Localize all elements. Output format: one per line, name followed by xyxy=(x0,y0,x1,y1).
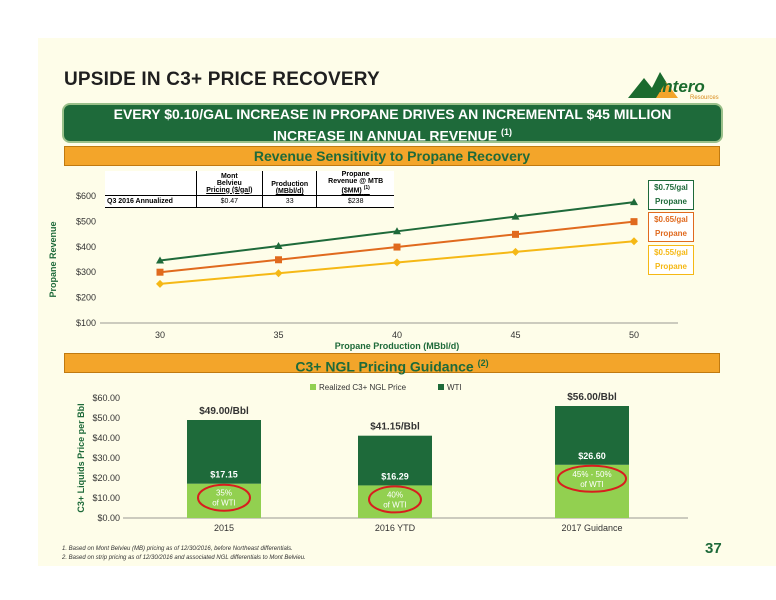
series-point xyxy=(393,243,401,251)
series-point xyxy=(393,258,401,267)
series-point xyxy=(156,268,164,276)
x-tick-label: 35 xyxy=(273,330,283,340)
bar-ngl-value-label: $17.15 xyxy=(210,470,238,480)
pct-label-line1: 40% xyxy=(387,490,403,499)
pct-label-line2: of WTI xyxy=(580,480,604,489)
table-row: Q3 2016 Annualized $0.47 33 $238 xyxy=(105,195,394,208)
bar-wti-1 xyxy=(358,435,432,486)
pct-highlight-ellipse xyxy=(368,485,422,514)
series-point xyxy=(512,230,519,238)
series-point xyxy=(511,247,520,256)
page-number: 37 xyxy=(705,540,722,557)
y-axis-title: C3+ Liquids Price per Bbl xyxy=(76,403,86,512)
series-point xyxy=(275,256,282,264)
logo-sub: Resources xyxy=(690,95,719,101)
series-point xyxy=(511,212,520,220)
q3-2016-table: Mont Belvieu Pricing ($/gal) Production (MB… xyxy=(105,171,394,208)
y-tick-label: $500 xyxy=(76,216,96,226)
table-header-col3: Propane Revenue @ MTB ($MM) (1) xyxy=(328,171,384,195)
footnote-1: 1. Based on Mont Belvieu (MB) pricing as… xyxy=(62,546,293,552)
x-tick-label: 2015 xyxy=(214,523,234,533)
table-cell-revenue: $238 xyxy=(347,198,364,205)
table-header-row: Mont Belvieu Pricing ($/gal) Production (MB… xyxy=(105,171,394,196)
footnote-2: 2. Based on strip pricing as of 12/30/20… xyxy=(62,555,306,561)
pct-label-line1: 35% xyxy=(216,489,232,498)
series-point xyxy=(630,198,638,206)
series-point xyxy=(274,269,283,278)
banner-line2: INCREASE IN ANNUAL REVENUE (1) xyxy=(64,123,721,145)
y-tick-label: $10.00 xyxy=(92,493,120,503)
pct-highlight-ellipse xyxy=(197,483,251,512)
legend-label-ngl: Realized C3+ NGL Price xyxy=(319,383,407,392)
series-point xyxy=(274,242,283,250)
revenue-sensitivity-title: Revenue Sensitivity to Propane Recovery xyxy=(253,148,531,164)
banner-line1: EVERY $0.10/GAL INCREASE IN PROPANE DRIV… xyxy=(113,106,672,122)
x-tick-label: 2017 Guidance xyxy=(561,523,622,533)
series-point xyxy=(630,218,638,226)
bar-ngl-value-label: $26.60 xyxy=(578,451,606,461)
y-tick-label: $60.00 xyxy=(92,393,120,403)
y-tick-label: $30.00 xyxy=(92,453,120,463)
slide-title: UPSIDE IN C3+ PRICE RECOVERY xyxy=(64,69,380,90)
y-tick-label: $0.00 xyxy=(97,513,120,523)
headline-banner: EVERY $0.10/GAL INCREASE IN PROPANE DRIV… xyxy=(62,103,723,145)
y-tick-label: $50.00 xyxy=(92,413,120,423)
series-point xyxy=(156,256,164,264)
bar-wti-2 xyxy=(555,406,629,465)
table-cell-pricing: $0.47 xyxy=(196,195,264,208)
y-tick-label: $100 xyxy=(76,318,96,328)
x-tick-label: 50 xyxy=(629,330,639,340)
table-header-col1: Mont Belvieu Pricing ($/gal) xyxy=(196,171,264,196)
legend-swatch-ngl xyxy=(310,384,316,390)
bar-wti-0 xyxy=(187,420,261,484)
legend-label-wti: WTI xyxy=(447,383,462,392)
revenue-sensitivity-chart: $100 $200 $300 $400 $500 $600 30 35 40 45 50 Propan… xyxy=(48,191,678,351)
y-axis-title: Propane Revenue xyxy=(48,221,58,297)
y-tick-label: $600 xyxy=(76,191,96,201)
table-row-label: Q3 2016 Annualized xyxy=(105,195,197,208)
bar-total-label: $49.00/Bbl xyxy=(199,406,249,417)
table-header-col2: Production (MBbl/d) xyxy=(262,171,318,196)
ngl-pricing-sup: (2) xyxy=(477,358,489,368)
legend-075-propane: $0.75/gal Propane xyxy=(648,180,694,210)
x-tick-label: 30 xyxy=(155,330,165,340)
x-axis-title: Propane Production (MBbl/d) xyxy=(335,341,460,351)
y-tick-label: $200 xyxy=(76,293,96,303)
legend-055-propane: $0.55/gal Propane xyxy=(648,245,694,275)
pct-highlight-ellipse xyxy=(557,464,627,493)
bar-total-label: $56.00/Bbl xyxy=(567,392,617,403)
ngl-pricing-title: C3+ NGL Pricing Guidance xyxy=(295,358,474,375)
series-point xyxy=(630,237,638,246)
y-tick-label: $300 xyxy=(76,267,96,277)
x-tick-label: 45 xyxy=(510,330,520,340)
pct-label-line2: of WTI xyxy=(212,499,236,508)
series-point xyxy=(156,279,164,288)
logo-name: Antero xyxy=(650,77,705,96)
y-tick-label: $40.00 xyxy=(92,433,120,443)
legend-swatch-wti xyxy=(438,384,444,390)
legend-065-propane: $0.65/gal Propane xyxy=(648,212,694,242)
y-tick-label: $20.00 xyxy=(92,473,120,483)
revenue-sensitivity-header: Revenue Sensitivity to Propane Recovery xyxy=(64,146,720,166)
x-tick-label: 2016 YTD xyxy=(375,523,416,533)
antero-logo-mountain-icon xyxy=(628,72,678,98)
series-point xyxy=(393,227,401,235)
banner-line2-text: INCREASE IN ANNUAL REVENUE xyxy=(273,127,498,144)
x-tick-label: 40 xyxy=(392,330,402,340)
pct-label-line1: 45% - 50% xyxy=(572,470,611,479)
table-cell-production: 33 xyxy=(262,195,318,208)
ngl-pricing-header: C3+ NGL Pricing Guidance (2) xyxy=(64,353,720,375)
ngl-pricing-chart: $0.00 $10.00 $20.00 $30.00 $40.00 $50.00 $60.0… xyxy=(76,383,688,533)
bar-total-label: $41.15/Bbl xyxy=(370,422,420,433)
bar-ngl-value-label: $16.29 xyxy=(381,471,409,481)
y-tick-label: $400 xyxy=(76,242,96,252)
banner-sup: (1) xyxy=(500,127,512,137)
pct-label-line2: of WTI xyxy=(383,500,407,509)
